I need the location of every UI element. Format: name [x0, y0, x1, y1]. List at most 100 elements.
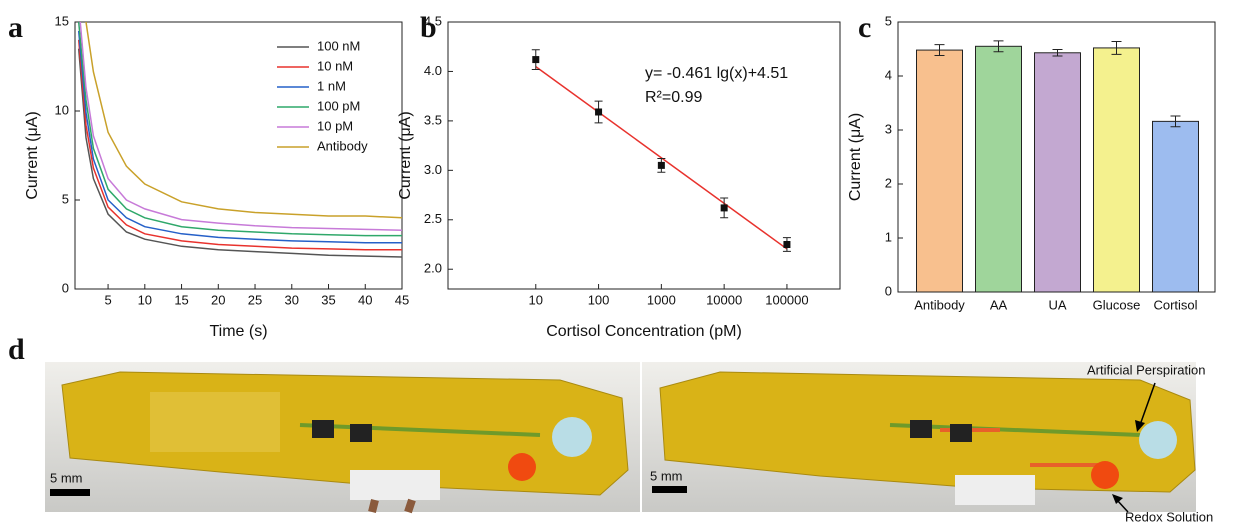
scale-label: 5 mm	[50, 470, 83, 485]
y-axis-title: Current (μA)	[397, 111, 414, 199]
y-tick-label: 3.5	[424, 112, 442, 127]
channel	[299, 423, 541, 437]
scale-bar	[50, 489, 90, 496]
y-tick-label: 2	[885, 175, 892, 190]
sensor-well	[1139, 421, 1177, 459]
arrow	[1139, 382, 1156, 426]
x-tick-label: 100	[588, 292, 610, 307]
panel-label: b	[420, 11, 437, 44]
x-tick-label: 40	[358, 292, 372, 307]
line	[77, 39, 402, 251]
error-bar	[1170, 115, 1181, 128]
y-tick-label: 0	[62, 280, 69, 295]
x-tick-label: 35	[321, 292, 335, 307]
point	[783, 241, 791, 248]
legend-label: 100 nM	[317, 38, 360, 53]
line	[77, 48, 402, 258]
y-tick-label: 10	[55, 102, 69, 117]
plot-frame	[74, 21, 403, 290]
bar	[1093, 47, 1140, 293]
line	[77, 22, 402, 237]
redox-well	[508, 453, 536, 481]
x-tick-label: 10	[138, 292, 152, 307]
line	[77, 30, 402, 244]
annotation: R²=0.99	[645, 89, 702, 106]
x-tick-label: 1000	[647, 292, 676, 307]
plot-lines	[77, 22, 402, 258]
redox-well	[1091, 461, 1119, 489]
line	[85, 22, 402, 219]
y-tick-label: 3	[885, 121, 892, 136]
connector	[955, 475, 1035, 505]
y-tick-label: 2.5	[424, 211, 442, 226]
legend-label: Antibody	[317, 138, 368, 153]
error-bar	[1052, 49, 1063, 57]
chip	[910, 420, 932, 438]
y-axis-title: Current (μA)	[847, 113, 864, 201]
x-tick-label: 10	[529, 292, 543, 307]
legend-label: 10 nM	[317, 58, 353, 73]
legend-label: 10 pM	[317, 118, 353, 133]
plot-frame	[447, 21, 841, 290]
photo-right: 5 mm Artificial Perspiration Redox Solut…	[642, 362, 1213, 524]
x-tick-label: 5	[104, 292, 111, 307]
y-tick-label: 2.0	[424, 261, 442, 276]
x-tick-label: Cortisol	[1153, 297, 1197, 312]
y-tick-label: 5	[885, 13, 892, 28]
point	[657, 161, 665, 169]
wire	[368, 498, 416, 514]
x-tick-label: AA	[990, 297, 1008, 312]
y-tick-label: 4.0	[424, 63, 442, 78]
x-tick-label: 20	[211, 292, 225, 307]
chip	[350, 424, 372, 442]
chip	[950, 424, 972, 442]
sensor-well	[552, 417, 592, 457]
point	[720, 204, 728, 212]
fit-line	[535, 65, 788, 250]
bar	[975, 45, 1022, 293]
panel-label: d	[8, 333, 25, 366]
point	[595, 108, 603, 116]
panel-label: a	[8, 11, 23, 44]
x-tick-label: 15	[174, 292, 188, 307]
chip	[312, 420, 334, 438]
connector	[350, 470, 440, 500]
x-tick-label: 45	[395, 292, 409, 307]
y-tick-label: 15	[55, 13, 69, 28]
annotation: y= -0.461 lg(x)+4.51	[645, 65, 788, 82]
bar	[1034, 52, 1081, 293]
scale-bar	[652, 486, 687, 493]
x-tick-label: 10000	[706, 292, 742, 307]
x-tick-label: 25	[248, 292, 262, 307]
error-bar	[993, 40, 1004, 53]
scale-label: 5 mm	[650, 468, 683, 483]
annotation: Artificial Perspiration	[1087, 362, 1206, 377]
legend-label: 1 nM	[317, 78, 346, 93]
y-tick-label: 5	[62, 191, 69, 206]
x-tick-label: 100000	[765, 292, 808, 307]
x-tick-label: UA	[1048, 297, 1066, 312]
annotation: Redox Solution	[1125, 509, 1213, 524]
x-axis-title: Time (s)	[209, 323, 267, 340]
arrow-head	[1112, 494, 1123, 504]
y-axis-title: Current (μA)	[24, 111, 41, 199]
bar	[1152, 120, 1199, 293]
arrow-head	[1135, 420, 1145, 432]
x-tick-label: Glucose	[1093, 297, 1141, 312]
y-tick-label: 0	[885, 283, 892, 298]
y-tick-label: 1	[885, 229, 892, 244]
photo-left: 5 mm	[45, 362, 640, 514]
x-tick-label: 30	[285, 292, 299, 307]
y-tick-label: 4	[885, 67, 892, 82]
panel-label: c	[858, 11, 871, 44]
arrow	[1116, 499, 1129, 513]
x-tick-label: Antibody	[914, 297, 965, 312]
point	[532, 56, 540, 64]
bar	[916, 49, 963, 293]
error-bar	[1111, 40, 1122, 55]
device-pad	[150, 392, 280, 452]
x-axis-title: Cortisol Concentration (pM)	[546, 323, 742, 340]
y-tick-label: 4.5	[424, 13, 442, 28]
